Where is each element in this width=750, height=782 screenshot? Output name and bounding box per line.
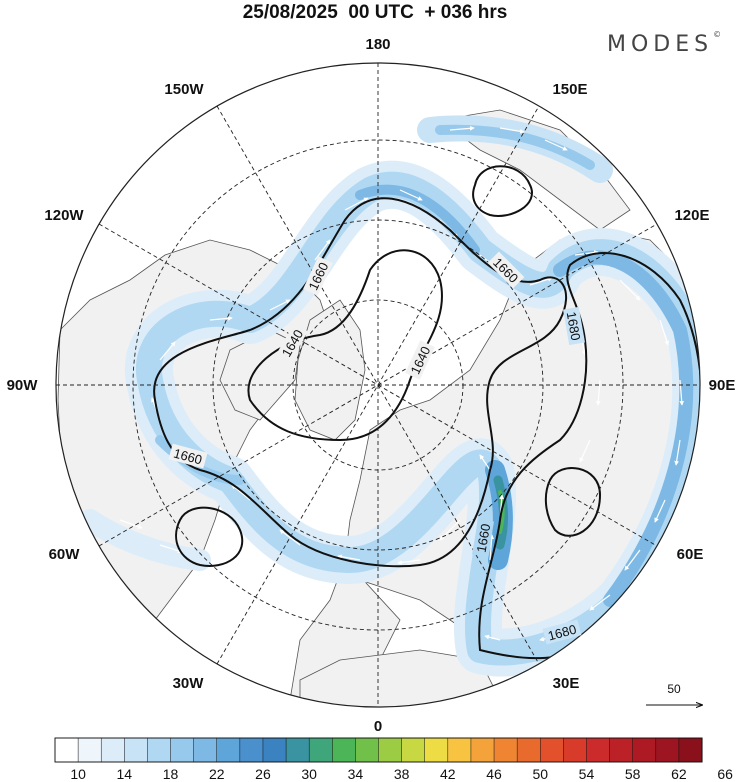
- colorbar-bin: [54, 737, 79, 763]
- wind-vectors: [119, 125, 685, 642]
- lon-label-30w: 30W: [173, 675, 205, 692]
- longitude-labels: 180 150E 120E 90E 60E 30E 0 30W 60W 90W …: [7, 36, 736, 735]
- colorbar-bin: [563, 737, 588, 763]
- colorbar-bin: [100, 737, 125, 763]
- brand-logo: MODES©: [607, 30, 722, 57]
- colorbar-tick-label: 10: [70, 766, 86, 782]
- colorbar-tick-label: 26: [255, 766, 271, 782]
- contour-1640: [247, 249, 443, 442]
- colorbar-tick-label: 34: [348, 766, 364, 782]
- colorbar-bin: [355, 737, 380, 763]
- colorbar-tick-label: 50: [532, 766, 548, 782]
- colorbar-tick-label: 30: [301, 766, 317, 782]
- colorbar-bin: [470, 737, 495, 763]
- colorbar-bin: [308, 737, 333, 763]
- colorbar-tick-label: 14: [117, 766, 133, 782]
- colorbar-tick-label: 58: [625, 766, 641, 782]
- colorbar-bin: [586, 737, 611, 763]
- lon-label-120w: 120W: [44, 207, 84, 224]
- colorbar-bin: [632, 737, 657, 763]
- colorbar-bin: [447, 737, 472, 763]
- lon-label-60e: 60E: [677, 546, 704, 563]
- colorbar-tick-label: 18: [163, 766, 179, 782]
- colorbar-bin: [193, 737, 218, 763]
- contour-label: 1660: [172, 445, 204, 467]
- lon-label-90e: 90E: [709, 377, 736, 394]
- graticule: [56, 63, 700, 707]
- colorbar-tick-label: 38: [394, 766, 410, 782]
- colorbar-tick-label: 46: [486, 766, 502, 782]
- lon-label-150w: 150W: [164, 81, 204, 98]
- lon-label-180: 180: [365, 36, 390, 53]
- jet-band-core-2: [355, 184, 480, 255]
- colorbar-bin: [170, 737, 195, 763]
- lon-label-0: 0: [374, 718, 382, 735]
- contour-label: 1680: [564, 311, 584, 342]
- colorbar-bin: [239, 737, 264, 763]
- colorbar-bin: [516, 737, 541, 763]
- contour-label: 1680: [546, 621, 578, 643]
- contour-labels: 1660 1640 1640 1660 1660 1660 1680 1680: [168, 251, 586, 645]
- colorbar-bin: [147, 737, 172, 763]
- lon-label-120e: 120E: [674, 207, 709, 224]
- land-greenland: [294, 299, 366, 441]
- high-contour-atlantic: [175, 506, 244, 567]
- contour-label: 1660: [474, 523, 494, 554]
- lon-label-150e: 150E: [552, 81, 587, 98]
- colorbar-bin: [262, 737, 287, 763]
- colorbar-tick-label: 62: [671, 766, 687, 782]
- lon-label-60w: 60W: [49, 546, 81, 563]
- wind-reference-label: 50: [667, 682, 681, 696]
- copyright-mark: ©: [713, 30, 722, 39]
- brand-name: MODES: [607, 32, 714, 57]
- low-contour-pacific: [472, 165, 533, 217]
- chart-title: 25/08/2025 00 UTC + 036 hrs: [242, 2, 508, 23]
- colorbar-bin: [655, 737, 680, 763]
- colorbar-ticks: 10141822263034384246505458626670: [70, 766, 733, 782]
- colorbar-bins: [54, 737, 703, 763]
- lon-label-90w: 90W: [7, 377, 39, 394]
- map-border: [55, 62, 701, 708]
- colorbar-bin: [424, 737, 449, 763]
- colorbar-bin: [378, 737, 403, 763]
- colorbar-bin: [493, 737, 518, 763]
- contour-1680: [478, 251, 700, 660]
- colorbar-bin: [401, 737, 426, 763]
- colorbar-frame: [54, 737, 703, 763]
- colorbar-tick-label: 54: [579, 766, 595, 782]
- colorbar-bin: [540, 737, 564, 763]
- colorbar-tick-label: 66: [717, 766, 733, 782]
- colorbar-bin: [285, 737, 310, 763]
- colorbar-bin: [77, 737, 102, 763]
- colorbar-tick-label: 22: [209, 766, 225, 782]
- colorbar-bin: [216, 737, 241, 763]
- colorbar-bin: [678, 737, 703, 763]
- colorbar: 10141822263034384246505458626670: [54, 737, 733, 782]
- colorbar-bin: [609, 737, 634, 763]
- colorbar-bin: [332, 737, 356, 763]
- colorbar-bin: [124, 737, 148, 763]
- lon-label-30e: 30E: [553, 675, 580, 692]
- wind-reference: 50: [646, 682, 702, 705]
- colorbar-tick-label: 42: [440, 766, 456, 782]
- high-contour-asia: [544, 467, 602, 537]
- jet-band-core: [553, 250, 694, 607]
